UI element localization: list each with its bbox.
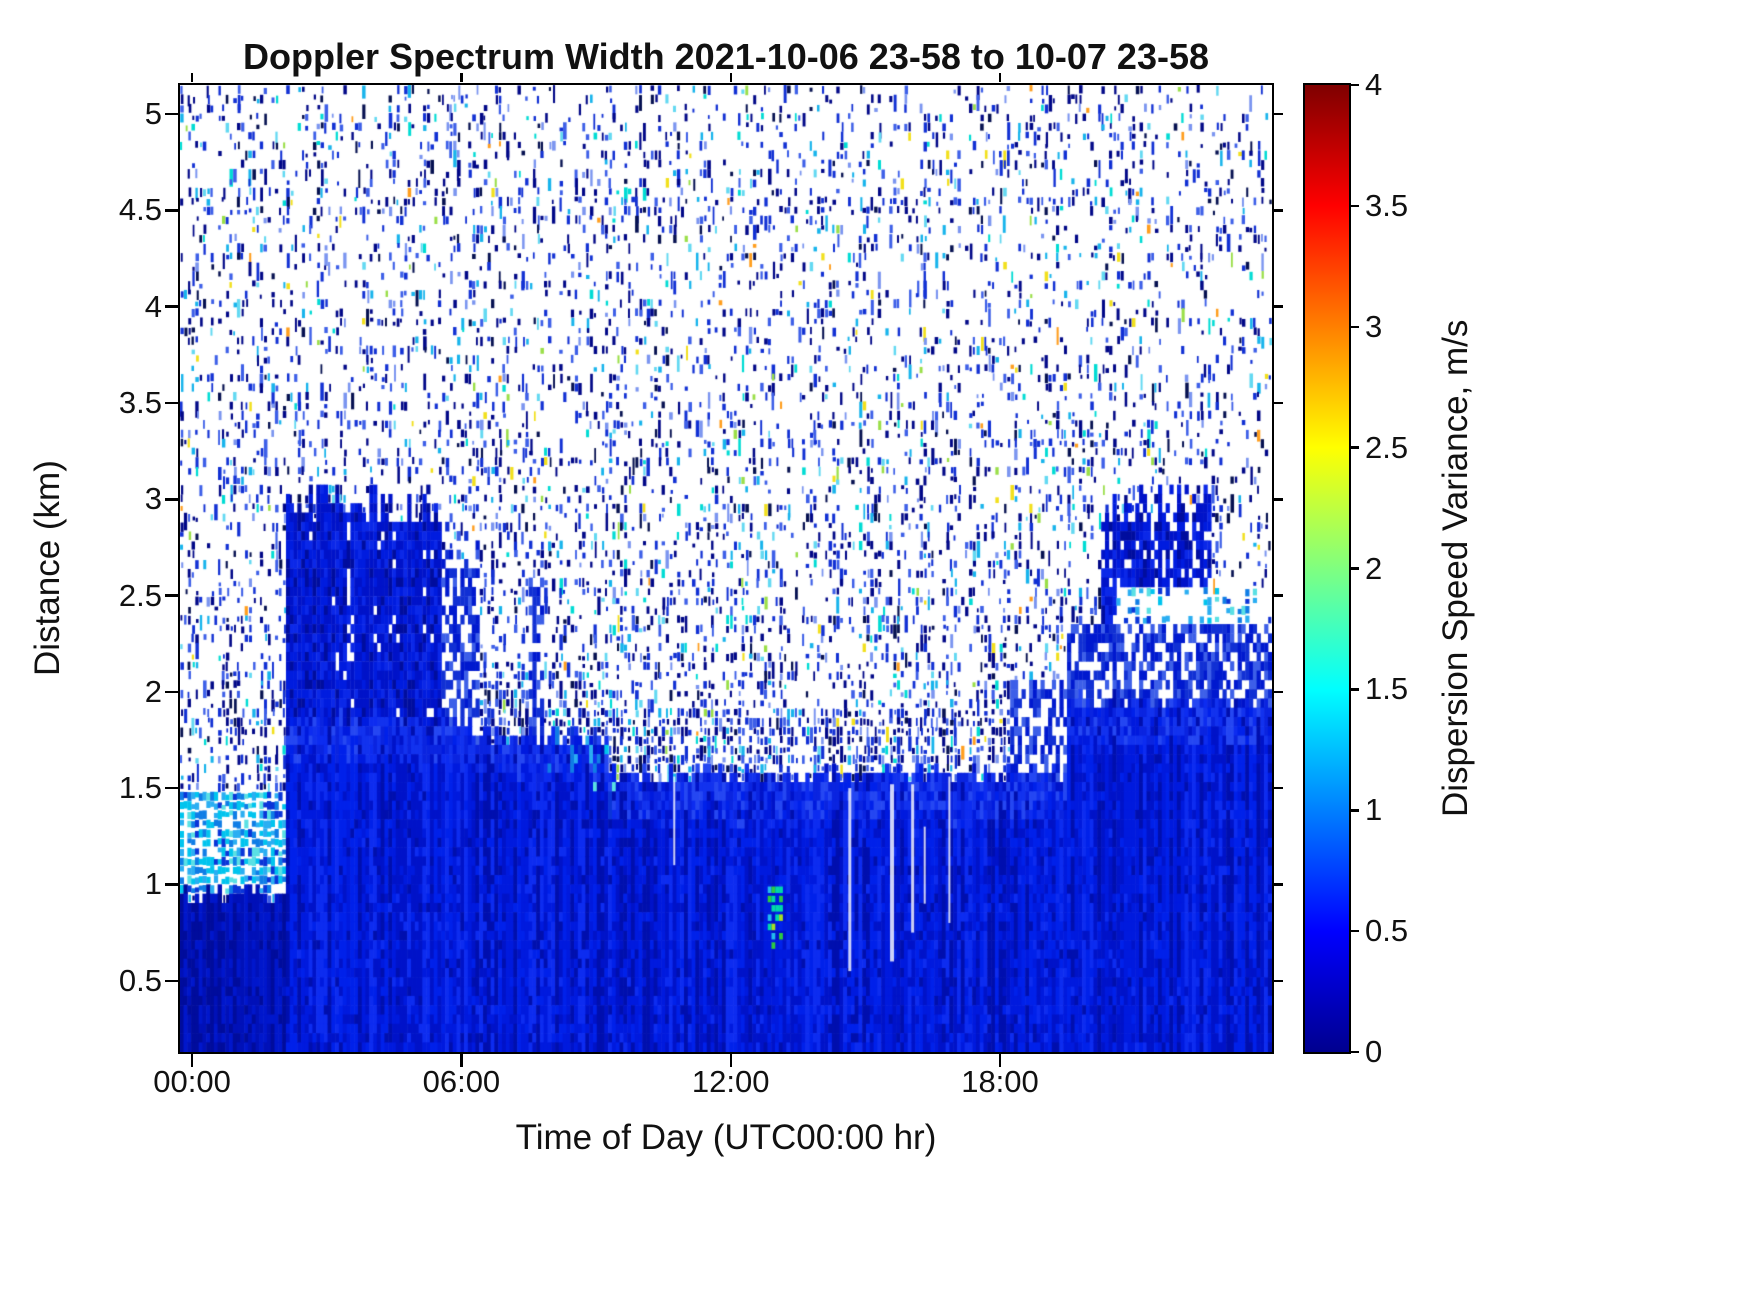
x-tick-mark-top	[729, 73, 732, 82]
y-tick-label: 0.5	[118, 962, 162, 998]
y-tick-mark	[165, 401, 178, 405]
x-tick-label: 12:00	[691, 1064, 770, 1099]
x-tick-mark	[460, 1054, 463, 1067]
x-tick-label: 18:00	[961, 1064, 1039, 1099]
y-tick-label: 3.5	[118, 384, 162, 420]
plot-area	[178, 83, 1274, 1054]
y-tick-label: 3	[144, 481, 162, 517]
colorbar-tick-mark	[1351, 325, 1359, 329]
colorbar-tick-mark	[1351, 446, 1359, 449]
y-tick-mark	[165, 786, 178, 790]
y-tick-mark-right	[1274, 112, 1283, 116]
y-tick-mark	[165, 979, 178, 982]
y-tick-mark	[165, 498, 178, 501]
y-tick-label: 2	[144, 673, 162, 709]
y-tick-mark	[165, 112, 178, 116]
colorbar-tick-label: 4	[1365, 67, 1383, 102]
y-tick-label: 1	[144, 866, 162, 902]
y-tick-mark-right	[1274, 594, 1283, 597]
y-tick-label: 1.5	[118, 770, 162, 806]
colorbar-tick-mark	[1351, 929, 1359, 933]
y-tick-mark-right	[1274, 305, 1283, 308]
colorbar-tick-label: 3	[1365, 308, 1383, 344]
chart-title: Doppler Spectrum Width 2021-10-06 23-58 …	[242, 36, 1210, 77]
y-tick-mark-right	[1274, 979, 1283, 982]
y-tick-mark-right	[1274, 209, 1283, 212]
colorbar-label: Dispersion Speed Variance, m/s	[1436, 319, 1475, 818]
colorbar-tick-mark	[1351, 204, 1359, 208]
y-axis-label: Distance (km)	[28, 460, 67, 677]
y-tick-mark-right	[1274, 498, 1283, 501]
y-tick-mark-right	[1274, 786, 1283, 790]
colorbar-tick-label: 0	[1365, 1034, 1383, 1069]
x-tick-mark	[190, 1054, 194, 1067]
colorbar-tick-label: 3.5	[1365, 187, 1409, 223]
y-tick-mark	[165, 690, 178, 694]
y-tick-mark	[165, 594, 178, 597]
y-tick-mark	[165, 883, 178, 886]
x-axis-label: Time of Day (UTC00:00 hr)	[515, 1118, 937, 1157]
colorbar-tick-label: 2	[1365, 550, 1383, 586]
x-tick-mark-top	[998, 73, 1002, 82]
colorbar-tick-label: 2.5	[1365, 429, 1409, 465]
x-tick-label: 06:00	[422, 1064, 501, 1099]
y-tick-mark-right	[1274, 401, 1283, 405]
y-tick-label: 2.5	[118, 577, 162, 613]
colorbar-tick-mark	[1351, 567, 1359, 570]
y-tick-mark	[165, 305, 178, 308]
x-tick-label: 00:00	[153, 1064, 231, 1099]
heatmap-canvas	[180, 85, 1272, 1052]
y-tick-mark	[165, 209, 178, 212]
colorbar-tick-label: 1	[1365, 792, 1383, 828]
x-tick-mark-top	[190, 73, 194, 82]
y-tick-label: 4	[144, 288, 162, 324]
colorbar-tick-label: 0.5	[1365, 913, 1409, 949]
x-tick-mark	[729, 1054, 732, 1067]
x-tick-mark-top	[460, 73, 463, 82]
colorbar	[1303, 83, 1351, 1054]
y-tick-label: 4.5	[118, 192, 162, 228]
colorbar-tick-mark	[1351, 83, 1359, 87]
colorbar-tick-mark	[1351, 1050, 1359, 1054]
colorbar-tick-mark	[1351, 688, 1359, 691]
colorbar-tick-label: 1.5	[1365, 671, 1409, 707]
y-tick-mark-right	[1274, 690, 1283, 694]
x-tick-mark	[998, 1054, 1002, 1067]
y-tick-mark-right	[1274, 883, 1283, 886]
colorbar-tick-mark	[1351, 809, 1359, 812]
y-tick-label: 5	[144, 95, 162, 131]
